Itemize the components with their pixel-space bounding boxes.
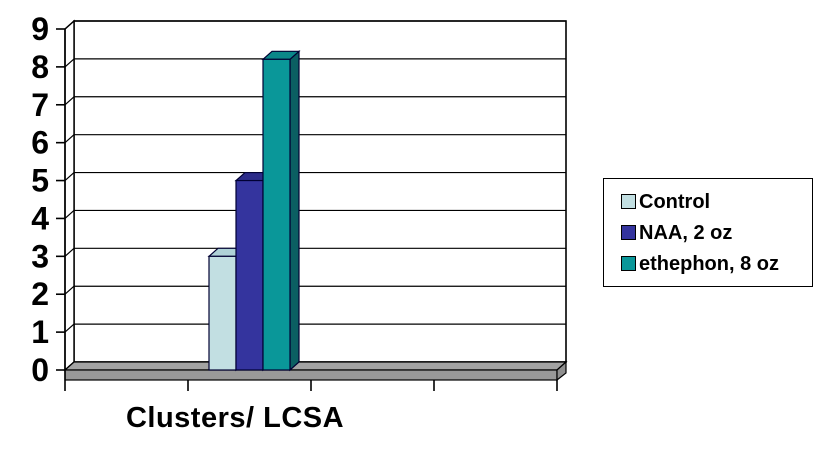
y-tick-label: 5 xyxy=(31,163,49,199)
floor-side xyxy=(556,360,567,382)
bar-front-face xyxy=(262,58,291,371)
floor-front xyxy=(64,369,558,381)
legend-item-control: Control xyxy=(621,192,812,212)
back-wall xyxy=(73,20,567,363)
y-tick-label: 2 xyxy=(31,276,49,312)
legend-label-ethephon: ethephon, 8 oz xyxy=(639,252,779,275)
gridline-side-segment xyxy=(64,209,75,219)
left-wall xyxy=(64,19,75,372)
control-swatch-icon xyxy=(621,194,636,209)
bar-side-face xyxy=(289,49,300,372)
y-tick-label: 1 xyxy=(31,314,49,350)
gridline-side-segment xyxy=(64,134,75,144)
gridline-side-segment xyxy=(64,247,75,257)
bar-ethephon-8-oz xyxy=(261,49,301,372)
gridline-side-segment xyxy=(64,323,75,333)
y-tick-label: 3 xyxy=(31,238,49,274)
legend-label-naa: NAA, 2 oz xyxy=(639,221,733,244)
x-axis-label: Clusters/ LCSA xyxy=(125,402,345,434)
gridline-side-segment xyxy=(64,20,75,30)
legend-item-naa: NAA, 2 oz xyxy=(621,223,812,243)
y-tick-label: 6 xyxy=(31,125,49,161)
y-tick-label: 9 xyxy=(31,11,49,47)
legend-label-control: Control xyxy=(639,190,711,213)
y-tick-label: 8 xyxy=(31,49,49,85)
gridline-side-segment xyxy=(64,285,75,295)
gridline-side-segment xyxy=(64,172,75,182)
legend: Control NAA, 2 oz ethephon, 8 oz xyxy=(603,178,813,287)
gridline-side-segment xyxy=(64,58,75,68)
gridline-side-segment xyxy=(64,96,75,106)
legend-item-ethephon: ethephon, 8 oz xyxy=(621,254,812,274)
bar-front-face xyxy=(208,255,237,371)
floor-top xyxy=(63,361,568,371)
y-tick-label: 4 xyxy=(31,200,49,236)
y-tick-label: 0 xyxy=(31,352,49,388)
y-tick-label: 7 xyxy=(31,87,49,123)
naa-swatch-icon xyxy=(621,225,636,240)
bar-front-face xyxy=(235,179,264,371)
ethephon-swatch-icon xyxy=(621,256,636,271)
